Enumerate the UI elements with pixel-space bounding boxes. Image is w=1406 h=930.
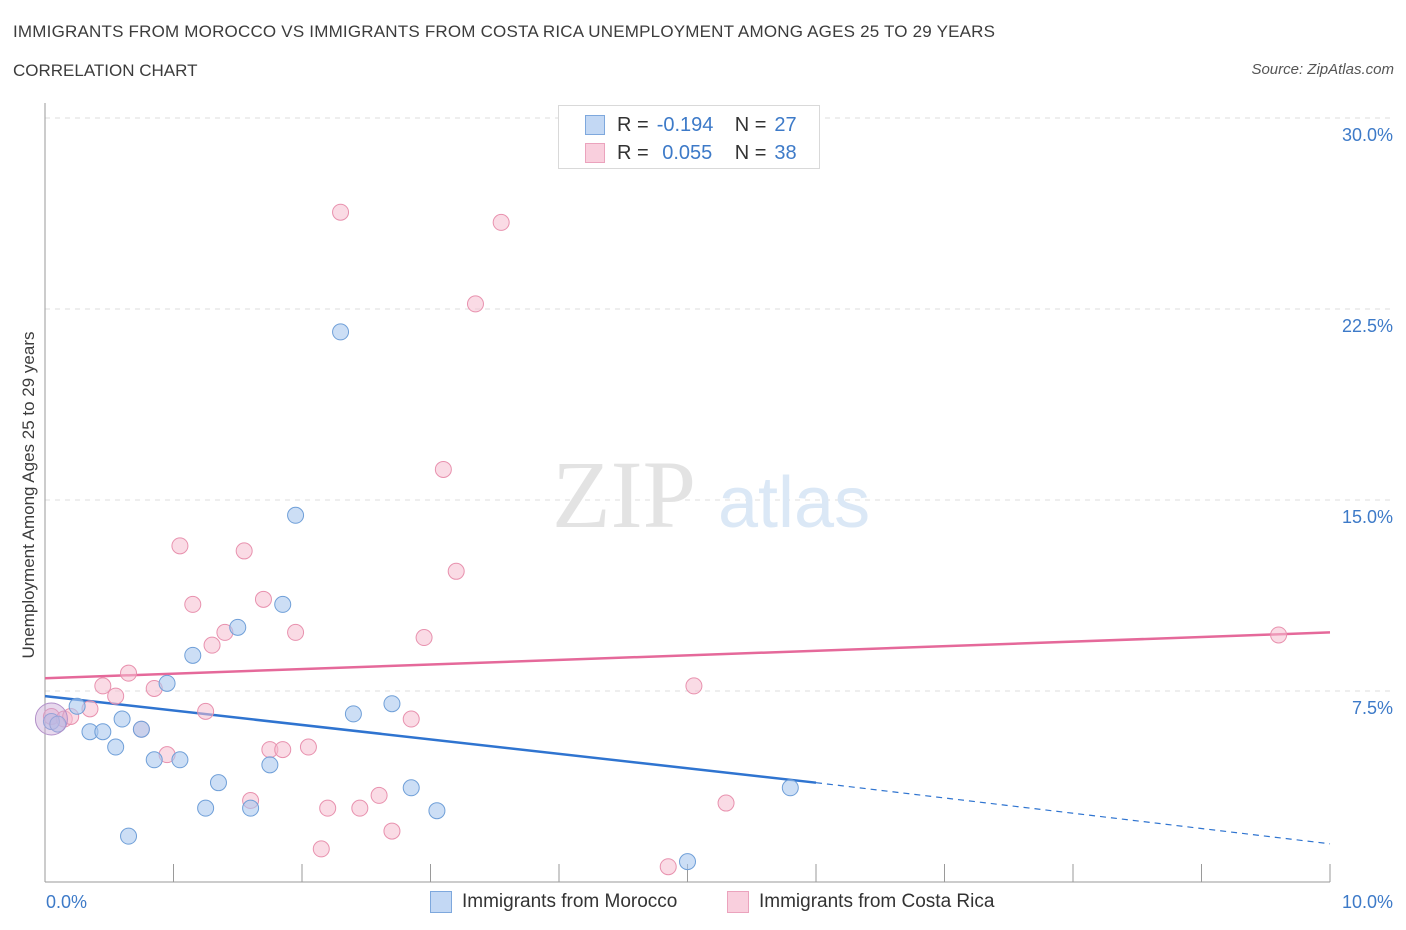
morocco-point: [132, 720, 150, 738]
correlation-legend: R = -0.194 N = 27 R = 0.055 N = 38: [558, 105, 820, 169]
morocco-point: [158, 674, 176, 692]
morocco-point: [287, 506, 305, 524]
y-tick-label: 7.5%: [1352, 698, 1393, 718]
morocco-point: [274, 595, 292, 613]
morocco-point: [261, 756, 279, 774]
source-label: Source: ZipAtlas.com: [1251, 61, 1394, 78]
watermark-atlas: atlas: [718, 463, 870, 543]
legend-swatch-morocco: [585, 115, 605, 135]
costarica-point: [203, 636, 221, 654]
y-tick-label: 30.0%: [1342, 125, 1393, 145]
morocco-point: [184, 646, 202, 664]
morocco-trend-extension: [815, 782, 1331, 845]
costarica-point: [351, 799, 369, 817]
costarica-point: [447, 562, 465, 580]
costarica-point: [171, 537, 189, 555]
legend-swatch-costarica: [585, 143, 605, 163]
costarica-point: [197, 702, 215, 720]
y-axis-label: Unemployment Among Ages 25 to 29 years: [19, 332, 38, 659]
legend-r-label: R =: [617, 113, 649, 136]
bottom-legend-costarica: Immigrants from Costa Rica: [727, 890, 994, 914]
costarica-point: [107, 687, 125, 705]
legend-n-label: N =: [734, 113, 767, 136]
y-tick-labels: 7.5% 15.0% 22.5% 30.0%: [1342, 125, 1393, 718]
legend-n-value: 27: [774, 113, 797, 136]
costarica-point: [492, 213, 510, 231]
morocco-point: [171, 751, 189, 769]
morocco-point: [49, 715, 67, 733]
costarica-point: [299, 738, 317, 756]
bottom-legend-label: Immigrants from Morocco: [462, 891, 678, 912]
costarica-point: [434, 460, 452, 478]
bottom-legend-label: Immigrants from Costa Rica: [759, 891, 995, 912]
costarica-point: [254, 590, 272, 608]
costarica-point: [287, 623, 305, 641]
morocco-point: [113, 710, 131, 728]
bottom-legend-morocco: Immigrants from Morocco: [430, 890, 677, 914]
morocco-point: [229, 618, 247, 636]
costarica-point: [94, 677, 112, 695]
legend-r-value: -0.194: [656, 113, 714, 136]
costarica-trend-line: [44, 631, 1331, 680]
costarica-point: [685, 677, 703, 695]
chart-subtitle: CORRELATION CHART: [13, 61, 198, 80]
morocco-points: [34, 323, 799, 871]
morocco-point: [107, 738, 125, 756]
morocco-trend-line: [44, 694, 817, 784]
legend-n-value: 38: [774, 141, 797, 164]
legend-r-label: R =: [617, 141, 649, 164]
morocco-point: [94, 723, 112, 741]
costarica-point: [332, 203, 350, 221]
y-tick-label: 15.0%: [1342, 507, 1393, 527]
chart-title: IMMIGRANTS FROM MOROCCO VS IMMIGRANTS FR…: [13, 22, 996, 41]
legend-r-value: 0.055: [656, 141, 713, 164]
costarica-point: [717, 794, 735, 812]
bottom-legend-swatch-costarica: [727, 891, 749, 913]
morocco-point: [120, 827, 138, 845]
morocco-point: [209, 774, 227, 792]
gridlines: [45, 117, 1390, 692]
costarica-point: [184, 595, 202, 613]
x-tick-label: 0.0%: [46, 892, 87, 912]
morocco-point: [145, 751, 163, 769]
costarica-point: [312, 840, 330, 858]
legend-n-label: N =: [734, 141, 767, 164]
morocco-point: [68, 697, 86, 715]
x-tick-label: 10.0%: [1342, 892, 1393, 912]
costarica-points: [42, 203, 1288, 876]
morocco-point: [197, 799, 215, 817]
costarica-point: [466, 295, 484, 313]
morocco-point: [679, 853, 696, 871]
costarica-point: [370, 786, 388, 804]
bottom-legend-swatch-morocco: [430, 891, 452, 913]
costarica-point: [235, 542, 253, 560]
cluster-point: [34, 702, 68, 736]
costarica-point: [274, 741, 292, 759]
legend-row-morocco: R = -0.194 N = 27: [585, 113, 797, 137]
morocco-point: [383, 695, 401, 713]
costarica-point: [120, 664, 138, 682]
costarica-point: [415, 629, 433, 647]
morocco-point: [242, 799, 260, 817]
trend-lines: [44, 631, 1331, 845]
watermark-zip: ZIP: [552, 441, 696, 548]
costarica-point: [402, 710, 420, 728]
morocco-point: [344, 705, 362, 723]
axes: [44, 103, 1331, 883]
costarica-point: [383, 822, 401, 840]
morocco-point: [402, 779, 420, 797]
x-tick-labels: 0.0% 10.0%: [46, 892, 1393, 912]
morocco-point: [428, 802, 446, 820]
costarica-point: [319, 799, 337, 817]
costarica-point: [659, 858, 677, 876]
y-tick-label: 22.5%: [1342, 316, 1393, 336]
morocco-point: [332, 323, 350, 341]
costarica-point: [1270, 626, 1288, 644]
legend-row-costarica: R = 0.055 N = 38: [585, 141, 797, 165]
morocco-point: [781, 779, 799, 797]
